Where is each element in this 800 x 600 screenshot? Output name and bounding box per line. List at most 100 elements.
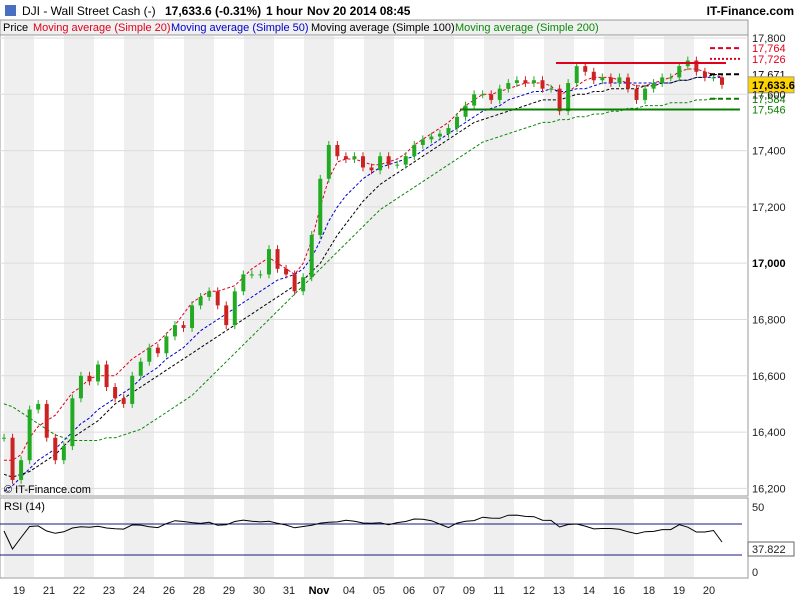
- rsi-label: RSI (14): [4, 501, 45, 513]
- day-band: [364, 36, 394, 495]
- candle-body: [617, 77, 622, 84]
- candle-body: [472, 94, 477, 106]
- x-tick-label: 26: [163, 585, 175, 597]
- candle-body: [395, 164, 400, 166]
- candle-body: [497, 88, 502, 100]
- candle-body: [301, 277, 306, 292]
- candle-body: [96, 364, 101, 382]
- current-price-label: 17,633.6: [752, 80, 795, 92]
- rsi-day-band: [664, 499, 694, 577]
- candle-body: [147, 347, 152, 362]
- candle-body: [343, 156, 348, 160]
- candle-body: [677, 66, 682, 78]
- candle-body: [583, 66, 588, 72]
- candle-body: [258, 274, 263, 276]
- y-tick-label: 17,000: [752, 258, 786, 270]
- day-band: [604, 36, 634, 495]
- candle-body: [44, 403, 49, 438]
- y-tick-label: 16,600: [752, 371, 786, 383]
- candle-body: [608, 77, 613, 84]
- rsi-day-band: [184, 499, 214, 577]
- y-tick-label: 17,400: [752, 146, 786, 158]
- candle-body: [155, 347, 160, 354]
- x-tick-label: 28: [193, 585, 205, 597]
- candle-body: [711, 77, 716, 79]
- candle-body: [634, 88, 639, 100]
- legend-price[interactable]: Price: [3, 22, 28, 34]
- candle-body: [292, 274, 297, 292]
- x-tick-label: 11: [493, 585, 504, 597]
- rsi-line: [3, 514, 723, 550]
- lower-level-0-label: 17,584: [752, 94, 786, 106]
- candle-body: [61, 446, 66, 461]
- price-readout: 17,633.6 (-0.31%): [165, 4, 261, 18]
- candle-body: [104, 364, 109, 388]
- candle-body: [369, 167, 374, 171]
- candle-body: [523, 80, 528, 84]
- candle-body: [275, 249, 280, 269]
- candle-body: [224, 305, 229, 326]
- candle-body: [651, 83, 656, 89]
- x-tick-label: 31: [283, 585, 295, 597]
- x-tick-label: 06: [403, 585, 415, 597]
- x-tick-label: 13: [553, 585, 565, 597]
- candle-body: [207, 291, 212, 297]
- candle-body: [241, 274, 246, 292]
- upper-level-0-label: 17,764: [752, 43, 786, 55]
- candle-body: [446, 128, 451, 134]
- candle-body: [36, 403, 41, 410]
- candle-body: [121, 398, 126, 404]
- x-tick-label: 07: [433, 585, 445, 597]
- candle-body: [19, 460, 24, 480]
- x-tick-label: 22: [73, 585, 85, 597]
- rsi-value: 37.822: [752, 544, 786, 556]
- candle-body: [489, 94, 494, 100]
- rsi-day-band: [424, 499, 454, 577]
- x-tick-label: 19: [13, 585, 25, 597]
- candle-body: [10, 437, 15, 480]
- candle-body: [249, 274, 254, 276]
- day-band: [544, 36, 574, 495]
- timeframe-label: 1 hour: [266, 4, 303, 18]
- candle-body: [326, 144, 331, 179]
- candle-body: [463, 105, 468, 117]
- candle-body: [352, 156, 357, 160]
- candle-body: [87, 375, 92, 382]
- candle-body: [625, 77, 630, 89]
- legend: Price Moving average (Simple 20) Moving …: [0, 19, 749, 36]
- candle-body: [361, 156, 365, 168]
- legend-ma50[interactable]: Moving average (Simple 50): [171, 22, 309, 34]
- x-tick-label: 30: [253, 585, 265, 597]
- price-gridlines: [0, 37, 748, 489]
- menu-icon[interactable]: [5, 5, 16, 16]
- x-tick-label: 14: [583, 585, 595, 597]
- rsi-value-box: [747, 541, 795, 557]
- rsi-day-band: [484, 499, 514, 577]
- rsi-day-band: [304, 499, 334, 577]
- candle-body: [600, 77, 605, 81]
- lower-level-1-label: 17,546: [752, 104, 786, 116]
- candle-body: [591, 71, 596, 81]
- x-tick-label: Nov: [309, 585, 331, 597]
- brand-label: IT-Finance.com: [707, 4, 794, 18]
- day-band: [664, 36, 694, 495]
- ma200-line: [3, 98, 722, 441]
- day-band: [304, 36, 334, 495]
- current-price-box: [747, 76, 795, 94]
- legend-ma200[interactable]: Moving average (Simple 200): [455, 22, 599, 34]
- legend-ma20[interactable]: Moving average (Simple 20): [33, 22, 171, 34]
- legend-ma100[interactable]: Moving average (Simple 100): [311, 22, 455, 34]
- y-tick-label: 17,600: [752, 89, 786, 101]
- day-band: [124, 36, 154, 495]
- candle-body: [215, 291, 220, 306]
- symbol-title: DJI - Wall Street Cash (-): [22, 4, 156, 18]
- rsi-day-band: [244, 499, 274, 577]
- candle-body: [420, 139, 425, 145]
- x-tick-label: 09: [463, 585, 475, 597]
- candle-body: [318, 178, 323, 236]
- x-tick-label: 21: [43, 585, 55, 597]
- candle-body: [643, 88, 648, 100]
- candle-body: [668, 77, 673, 79]
